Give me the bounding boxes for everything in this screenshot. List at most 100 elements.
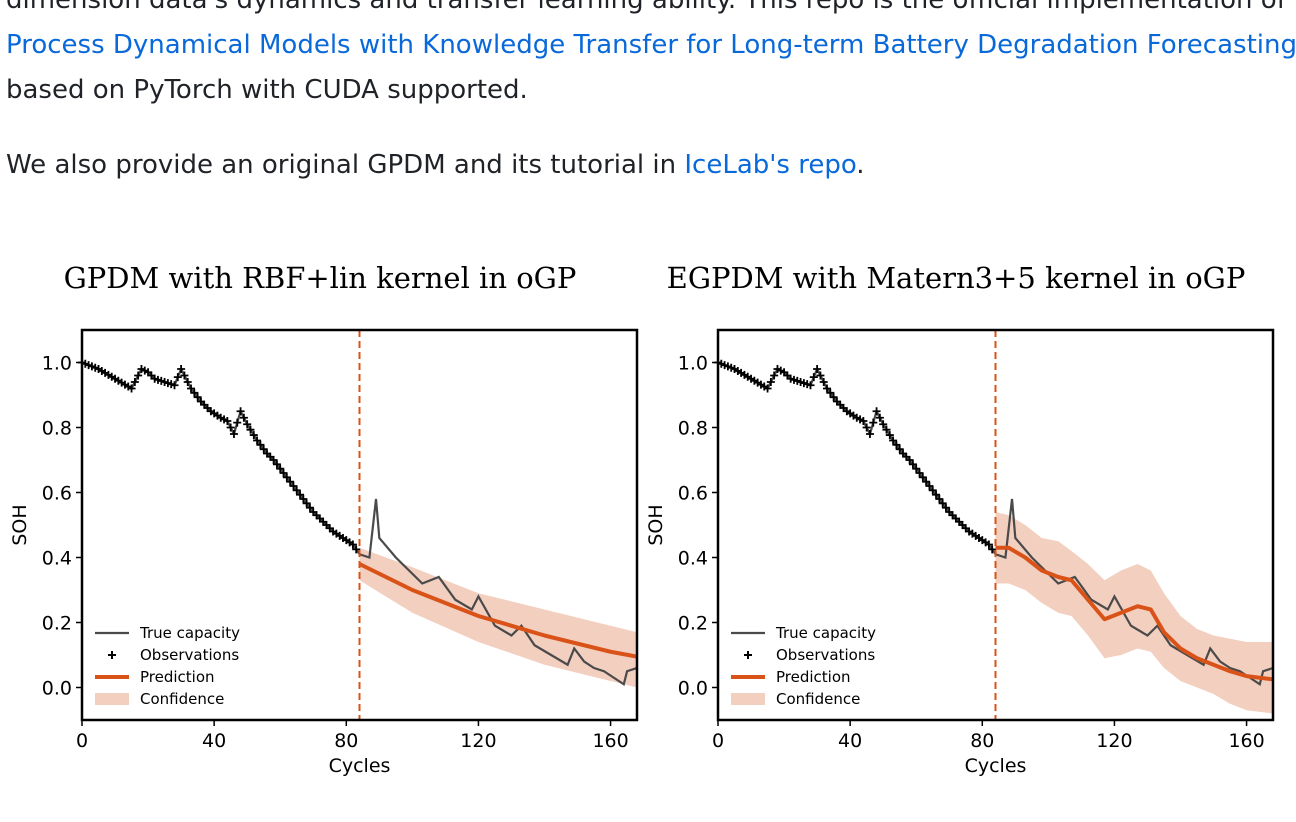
observation-marker [879,420,888,429]
observation-marker [170,381,179,390]
y-tick-label: 0.2 [42,613,72,635]
observation-marker [885,431,894,440]
observation-marker [882,425,891,434]
y-tick-label: 0.4 [678,548,708,570]
x-tick-label: 80 [970,730,994,752]
plot-frame [716,328,1275,722]
observation-marker [299,495,308,503]
observation-marker [908,460,917,469]
y-tick-label: 1.0 [678,353,708,375]
observation-marker [187,384,196,393]
legend-observations-swatch [108,651,116,659]
observation-marker [872,407,881,416]
observation-marker [905,456,914,464]
observation-marker [180,371,189,380]
x-tick-label: 80 [334,730,358,752]
x-tick-label: 0 [712,730,724,752]
readme-line-3-prefix: We also provide an original GPDM and its… [6,150,685,180]
legend-confidence-swatch [731,693,765,705]
plot-frame [80,328,639,722]
y-tick-label: 0.8 [42,418,72,440]
legend-confidence-label: Confidence [140,690,224,708]
observation-marker [269,456,278,464]
observation-marker [819,378,828,386]
observation-marker [988,545,997,554]
x-tick-label: 160 [1228,730,1264,752]
observation-marker [193,393,202,402]
observations [714,358,997,554]
observation-marker [279,469,288,477]
observation-marker [226,423,235,432]
chart-title: EGPDM with Matern3+5 kernel in oGP [666,261,1246,295]
observation-marker [938,499,947,508]
icelab-repo-link[interactable]: IceLab's repo [684,150,857,180]
observation-marker [862,423,871,432]
x-tick-label: 120 [460,730,496,752]
confidence-band [995,512,1273,714]
observation-marker [869,418,878,427]
observation-marker [289,482,298,490]
confidence-band [359,547,637,688]
legend-observations-swatch [744,651,752,659]
observation-marker [239,413,248,422]
observation-marker [875,413,884,422]
legend-observations-label: Observations [776,646,875,664]
paper-link[interactable]: Process Dynamical Models with Knowledge … [6,30,1296,60]
y-tick-label: 0.6 [42,483,72,505]
readme-line-2: based on PyTorch with CUDA supported. [6,75,528,105]
observation-marker [229,430,238,438]
chart-title: GPDM with RBF+lin kernel in oGP [63,261,577,295]
observation-marker [829,393,838,402]
legend-true-capacity-label: True capacity [775,624,876,642]
readme-line-3: We also provide an original GPDM and its… [6,143,1296,188]
legend-prediction-label: Prediction [140,668,215,686]
observation-marker [932,490,941,499]
x-tick-label: 120 [1096,730,1132,752]
y-tick-label: 1.0 [42,353,72,375]
chart-egpdm: 0 40 80 120 160 0.0 0.2 0.4 0.6 0.8 1.0 Cycles SOH Tr… [645,328,1275,777]
readme-line-3-suffix: . [856,150,865,180]
observation-marker [243,420,252,429]
x-tick-label: 40 [202,730,226,752]
observation-marker [302,499,311,508]
observation-marker [865,430,874,438]
true-capacity-line [82,361,637,687]
observation-marker [941,503,950,512]
y-tick-label: 0.0 [678,678,708,700]
observation-marker [292,486,301,495]
observation-marker [889,436,898,445]
observation-marker [918,473,927,482]
observation-marker [286,477,295,486]
x-tick-label: 0 [76,730,88,752]
legend: True capacity Observations Prediction Confi… [95,624,240,708]
y-tick-label: 0.4 [42,548,72,570]
observations [78,358,361,554]
legend-confidence-label: Confidence [776,690,860,708]
observation-marker [984,540,993,549]
y-tick-label: 0.8 [678,418,708,440]
observation-marker [223,417,232,425]
observation-marker [816,371,825,380]
observation-marker [276,464,285,473]
readme-text: dimension data's dynamics and transfer l… [6,0,1296,188]
y-tick-label: 0.2 [678,613,708,635]
y-axis-label: SOH [645,504,667,545]
observation-marker [859,417,868,425]
observation-marker [809,373,818,382]
observation-marker [915,469,924,477]
observation-marker [925,482,934,490]
observation-marker [246,425,255,434]
chart-gpdm: 0 40 80 120 160 0.0 0.2 0.4 0.6 0.8 1.0 Cycles SOH Tr… [9,328,639,777]
figure-egpdm: EGPDM with Matern3+5 kernel in oGP 0 40 80… [636,255,1296,785]
observation-marker [130,378,139,386]
legend-prediction-label: Prediction [776,668,851,686]
y-tick-label: 0.0 [42,678,72,700]
prediction-line [358,562,637,659]
observation-marker [256,440,265,449]
observation-marker [935,495,944,503]
legend-confidence-swatch [95,693,129,705]
observation-marker [190,388,199,397]
y-tick-label: 0.6 [678,483,708,505]
observation-marker [272,460,281,469]
x-tick-label: 40 [838,730,862,752]
